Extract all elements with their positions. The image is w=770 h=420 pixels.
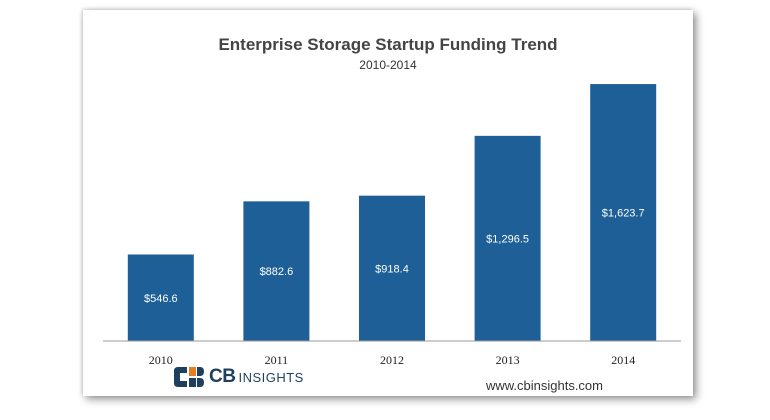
chart-card: Enterprise Storage Startup Funding Trend… — [83, 10, 693, 396]
x-tick-label: 2012 — [380, 353, 404, 367]
cb-insights-logo: CB INSIGHTS — [173, 366, 304, 388]
bar-value-label: $882.6 — [260, 266, 294, 278]
bar-2012 — [359, 195, 425, 341]
bar-2013 — [474, 135, 541, 341]
x-tick-label: 2014 — [611, 353, 635, 367]
bar-2011 — [243, 201, 310, 341]
cb-logo-icon — [174, 367, 204, 387]
bar-value-label: $546.6 — [144, 293, 178, 305]
website-url: www.cbinsights.com — [485, 378, 603, 393]
bar-2014 — [590, 84, 657, 341]
logo-text-insights: INSIGHTS — [238, 369, 304, 385]
bar-value-label: $1,296.5 — [486, 233, 529, 245]
x-tick-label: 2011 — [265, 353, 289, 367]
chart-subtitle: 2010-2014 — [359, 58, 417, 72]
x-tick-label: 2010 — [149, 353, 173, 367]
bar-2010 — [127, 254, 194, 341]
chart-title: Enterprise Storage Startup Funding Trend — [218, 35, 558, 54]
bar-chart-plot: $546.6 2010 $882.6 2011 $918.4 2012 $1,296.5 20… — [103, 84, 681, 367]
bar-value-label: $1,623.7 — [602, 208, 645, 220]
bar-value-label: $918.4 — [375, 263, 409, 275]
x-tick-label: 2013 — [496, 353, 520, 367]
logo-text-cb: CB — [209, 366, 236, 387]
